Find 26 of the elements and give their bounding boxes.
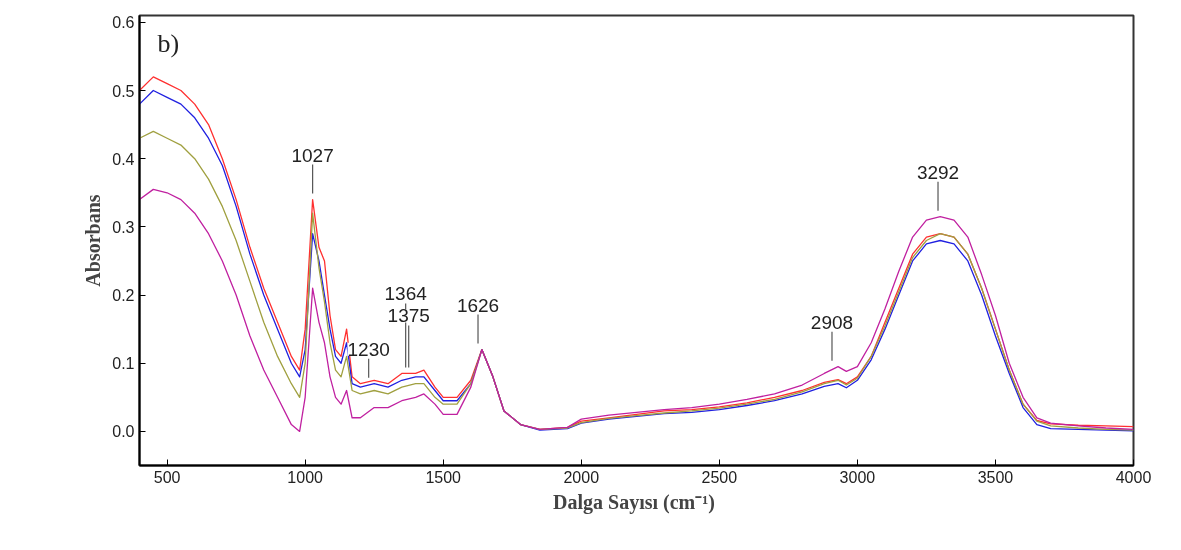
x-tick-label: 2500 <box>701 468 738 486</box>
x-tick-label: 3500 <box>977 468 1014 486</box>
annotation: 1364 <box>384 283 428 305</box>
annotation: 1375 <box>387 305 430 327</box>
x-tick-label: 2000 <box>563 468 600 486</box>
y-tick-label: 0.0 <box>112 423 135 441</box>
x-tick-label: 1500 <box>425 468 462 486</box>
y-tick-label: 0.6 <box>112 14 135 32</box>
y-tick-label: 0.5 <box>112 82 135 100</box>
line-series <box>139 188 1134 433</box>
annotation: 1626 <box>456 294 500 316</box>
x-tick-label: 3000 <box>839 468 876 486</box>
y-tick-label: 0.1 <box>112 355 135 373</box>
x-tick-label: 1000 <box>287 468 324 486</box>
y-axis-title: Absorbans <box>82 194 105 287</box>
x-tick-label: 500 <box>153 468 181 486</box>
annotation: b) <box>157 28 180 58</box>
x-axis-title: Dalga Sayısı (cm⁻¹) <box>553 490 715 514</box>
annotation: 2908 <box>810 311 854 333</box>
y-tick-label: 0.2 <box>112 287 135 305</box>
annotation: 1027 <box>291 144 334 166</box>
x-tick-label: 4000 <box>1115 468 1152 486</box>
y-tick-label: 0.4 <box>112 150 135 168</box>
annotation: 1230 <box>347 338 390 360</box>
annotation: 3292 <box>916 161 960 183</box>
y-tick-label: 0.3 <box>112 218 135 236</box>
